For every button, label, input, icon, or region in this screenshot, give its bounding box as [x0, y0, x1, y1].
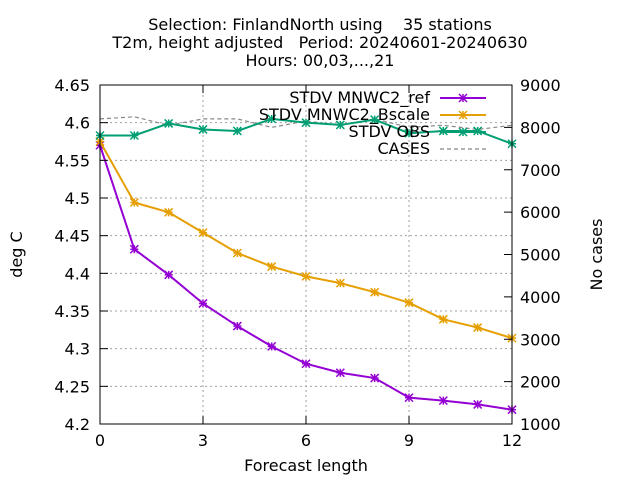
data-point: [404, 298, 414, 308]
series-layer: [95, 114, 517, 415]
legend-label: STDV OBS: [349, 122, 430, 141]
y-tick-label: 4.2: [65, 415, 90, 434]
grid: [100, 85, 512, 424]
title-line: T2m, height adjusted Period: 20240601-20…: [111, 33, 527, 52]
data-point: [232, 126, 242, 136]
y-tick-label: 4.3: [65, 340, 90, 359]
data-point: [301, 271, 311, 281]
data-point: [438, 314, 448, 324]
x-tick-labels: 0 3 6 9 12: [95, 431, 522, 450]
data-point: [473, 399, 483, 409]
data-point: [267, 262, 277, 272]
tick-marks: [99, 84, 513, 425]
data-point: [370, 287, 380, 297]
data-point: [198, 124, 208, 134]
x-tick-label: 6: [301, 431, 311, 450]
legend-item: STDV MNWC2_ref: [289, 88, 486, 108]
x-tick-label: 0: [95, 431, 105, 450]
data-point: [404, 128, 414, 138]
y2-tick-label: 3000: [520, 330, 561, 349]
series-stdv-obs: [95, 114, 517, 149]
title-line: Hours: 00,03,...,21: [246, 51, 395, 70]
legend-item: STDV OBS: [349, 122, 486, 141]
chart-title: Selection: FinlandNorth using 35 station…: [111, 15, 527, 70]
y-tick-label: 4.25: [54, 377, 90, 396]
data-point: [335, 368, 345, 378]
x-tick-label: 12: [502, 431, 522, 450]
y-axis-label: deg C: [7, 231, 26, 277]
y-tick-label: 4.5: [65, 189, 90, 208]
data-point: [129, 197, 139, 208]
legend-item: CASES: [377, 139, 486, 158]
data-point: [301, 118, 311, 128]
y-tick-label: 4.65: [54, 76, 90, 95]
data-point: [438, 126, 448, 136]
legend-item: STDV MNWC2_Bscale: [259, 105, 486, 125]
y2-axis-label: No cases: [587, 219, 606, 291]
data-point: [129, 130, 139, 141]
legend-label: CASES: [377, 139, 430, 158]
data-point: [164, 118, 174, 128]
data-point: [335, 278, 345, 288]
legend-label: STDV MNWC2_Bscale: [259, 105, 430, 125]
x-axis-label: Forecast length: [244, 456, 368, 475]
data-point: [232, 248, 242, 258]
data-point: [335, 120, 345, 130]
data-point: [473, 126, 483, 136]
y2-tick-label: 9000: [520, 76, 561, 95]
y2-tick-label: 2000: [520, 373, 561, 392]
data-point: [198, 228, 208, 238]
data-point: [438, 396, 448, 406]
y-tick-label: 4.35: [54, 302, 90, 321]
y2-tick-labels: 1000 2000 3000 4000 5000 6000 7000 8000 9000: [520, 76, 561, 434]
data-point: [129, 244, 139, 254]
y2-tick-label: 8000: [520, 118, 561, 137]
x-tick-label: 9: [404, 431, 414, 450]
y-tick-label: 4.55: [54, 151, 90, 170]
data-point: [267, 114, 277, 124]
legend-marker: [458, 127, 468, 137]
y2-tick-label: 6000: [520, 203, 561, 222]
y-tick-label: 4.45: [54, 227, 90, 246]
data-point: [404, 393, 414, 403]
data-point: [164, 270, 174, 280]
legend-marker: [458, 93, 468, 103]
data-point: [301, 359, 311, 369]
y2-tick-label: 1000: [520, 415, 561, 434]
y2-tick-label: 4000: [520, 288, 561, 307]
y-tick-label: 4.4: [65, 264, 90, 283]
x-tick-label: 3: [198, 431, 208, 450]
legend-marker: [458, 110, 468, 120]
data-point: [267, 341, 277, 351]
y2-tick-label: 5000: [520, 246, 561, 265]
data-point: [370, 115, 380, 125]
title-line: Selection: FinlandNorth using 35 station…: [148, 15, 492, 34]
data-point: [232, 321, 242, 331]
y-tick-labels: 4.2 4.25 4.3 4.35 4.4 4.45 4.5 4.55 4.6 4.65: [54, 76, 90, 434]
data-point: [473, 323, 483, 333]
y-tick-label: 4.6: [65, 114, 90, 133]
data-point: [164, 207, 174, 217]
data-point: [370, 373, 380, 383]
data-point: [198, 298, 208, 308]
y2-tick-label: 7000: [520, 161, 561, 180]
legend-label: STDV MNWC2_ref: [289, 88, 430, 108]
